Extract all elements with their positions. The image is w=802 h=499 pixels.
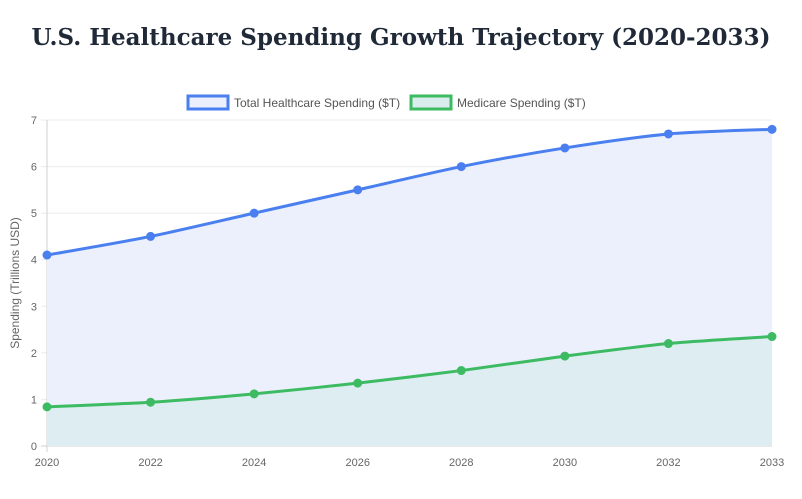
data-point [560,351,570,361]
data-point [249,208,259,218]
y-tick-label: 6 [31,162,37,174]
data-point [663,339,673,349]
data-point [456,162,466,172]
x-tick-label: 2033 [760,457,784,469]
series-line [46,335,773,409]
data-point [663,129,673,139]
legend-label[interactable]: Medicare Spending ($T) [457,96,586,110]
data-point [456,366,466,376]
series-line [46,127,773,257]
x-tick-label: 2032 [656,457,680,469]
data-point [146,231,156,241]
y-tick-label: 2 [31,348,37,360]
data-point [249,389,259,399]
y-tick-label: 5 [31,208,37,220]
data-point [42,250,52,260]
series-area [47,336,772,446]
data-point [767,124,777,134]
data-point [353,185,363,195]
x-tick-label: 2022 [138,457,162,469]
x-tick-label: 2024 [242,457,266,469]
data-point [560,143,570,153]
x-tick-label: 2020 [35,457,59,469]
y-tick-label: 7 [31,115,37,127]
legend-swatch [409,94,453,111]
y-tick-label: 4 [31,255,37,267]
y-axis-title: Spending (Trillions USD) [8,217,22,349]
legend-swatch [186,94,230,111]
data-point [767,332,777,342]
legend-label[interactable]: Total Healthcare Spending ($T) [234,96,400,110]
data-point [146,397,156,407]
chart-title: U.S. Healthcare Spending Growth Trajecto… [31,24,771,51]
data-point [42,402,52,412]
y-tick-label: 3 [31,301,37,313]
x-tick-label: 2026 [345,457,369,469]
data-point [353,378,363,388]
y-tick-label: 0 [31,441,37,453]
x-tick-label: 2030 [553,457,577,469]
x-tick-label: 2028 [449,457,473,469]
y-tick-label: 1 [31,394,37,406]
